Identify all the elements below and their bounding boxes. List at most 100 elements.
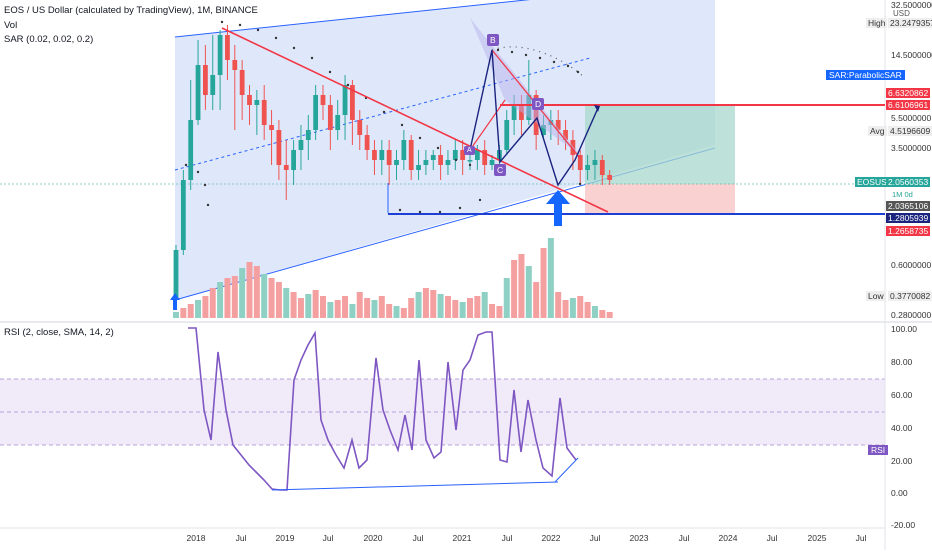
candle[interactable] <box>210 75 216 95</box>
sar-dot <box>382 110 386 114</box>
candle[interactable] <box>438 155 443 165</box>
target-zone[interactable] <box>585 106 735 184</box>
candle[interactable] <box>203 65 208 95</box>
candle[interactable] <box>350 85 355 120</box>
volume-bar <box>342 296 349 318</box>
sar-dot <box>328 70 332 74</box>
candle[interactable] <box>247 95 252 105</box>
volume-bar <box>430 290 437 318</box>
candle[interactable] <box>357 120 363 135</box>
candle[interactable] <box>327 105 333 130</box>
rsi-legend[interactable]: RSI (2, close, SMA, 14, 2) <box>4 327 114 338</box>
time-tick: Jul <box>589 533 601 543</box>
small-arrow-up-icon <box>170 293 180 310</box>
candle[interactable] <box>541 125 546 135</box>
candle[interactable] <box>225 35 230 60</box>
candle[interactable] <box>379 150 385 160</box>
stop-zone[interactable] <box>585 184 735 214</box>
candle[interactable] <box>401 140 407 160</box>
volume-bar <box>305 294 312 318</box>
candle[interactable] <box>217 35 223 75</box>
candle[interactable] <box>474 150 480 160</box>
rsi-divergence-line[interactable] <box>271 481 559 491</box>
harmonic-triangle[interactable] <box>470 18 580 155</box>
candle[interactable] <box>313 95 319 130</box>
candle[interactable] <box>467 160 473 162</box>
red-level-tag: 6.6320862 <box>886 88 931 98</box>
sar-dot <box>552 60 556 64</box>
candle[interactable] <box>555 120 561 130</box>
candle[interactable] <box>504 120 510 150</box>
candle[interactable] <box>283 165 289 170</box>
candle[interactable] <box>445 160 451 165</box>
candle[interactable] <box>320 95 326 105</box>
candle[interactable] <box>180 180 186 250</box>
candle[interactable] <box>585 165 590 170</box>
candle[interactable] <box>342 85 348 115</box>
candle[interactable] <box>386 150 392 165</box>
volume-bar <box>415 292 422 318</box>
candle[interactable] <box>577 155 583 170</box>
sar-legend[interactable]: SAR (0.02, 0.02, 0.2) <box>4 34 94 45</box>
candle[interactable] <box>408 140 414 170</box>
candle[interactable] <box>232 60 238 70</box>
rsi-tick: 40.00 <box>891 423 913 433</box>
volume-bar <box>334 300 341 318</box>
candle[interactable] <box>173 250 179 300</box>
volume-bar <box>422 288 429 318</box>
candle[interactable] <box>423 160 429 165</box>
candle[interactable] <box>607 175 613 180</box>
volume-bars <box>173 238 613 318</box>
sar-dot <box>538 56 542 60</box>
candle[interactable] <box>482 150 488 165</box>
candle[interactable] <box>291 150 296 170</box>
candle[interactable] <box>430 155 436 160</box>
rsi-tick: -20.00 <box>891 520 916 530</box>
candle[interactable] <box>335 115 341 130</box>
time-tick: 2021 <box>452 533 472 543</box>
candle[interactable] <box>599 160 605 175</box>
sar-dot <box>184 163 188 167</box>
volume-bar <box>261 274 268 318</box>
candle[interactable] <box>195 65 201 120</box>
volume-legend[interactable]: Vol <box>4 20 18 31</box>
volume-bar <box>569 298 576 318</box>
candle[interactable] <box>298 140 304 150</box>
parallel-channel[interactable] <box>175 0 715 300</box>
candle[interactable] <box>489 160 495 165</box>
candle[interactable] <box>254 100 260 105</box>
pattern-label-c: C <box>494 164 507 176</box>
candle[interactable] <box>239 70 245 95</box>
candle[interactable] <box>511 105 517 120</box>
volume-bar <box>599 310 606 318</box>
candle[interactable] <box>394 160 399 165</box>
time-tick: Jul <box>501 533 513 543</box>
sar-dot <box>478 198 482 202</box>
candle[interactable] <box>261 100 267 125</box>
candle[interactable] <box>364 135 370 150</box>
sar-dot <box>203 183 207 187</box>
candle[interactable] <box>188 120 194 180</box>
candle[interactable] <box>519 105 524 120</box>
sar-dot <box>418 136 422 140</box>
sar-dot <box>310 56 314 60</box>
candle[interactable] <box>269 125 274 130</box>
candle[interactable] <box>372 150 377 160</box>
candlesticks[interactable] <box>173 25 613 305</box>
candle[interactable] <box>416 165 421 170</box>
sar-dot <box>346 83 350 87</box>
candle[interactable] <box>276 130 282 165</box>
rsi-tick: 20.00 <box>891 456 913 466</box>
avg-value: 4.5196609 <box>888 126 932 136</box>
downtrend-line[interactable] <box>221 27 609 213</box>
candle[interactable] <box>305 130 311 140</box>
time-tick: Jul <box>322 533 334 543</box>
candle[interactable] <box>592 160 598 165</box>
candle[interactable] <box>452 150 458 160</box>
rsi-line <box>188 327 577 491</box>
candle[interactable] <box>460 150 466 160</box>
candle[interactable] <box>563 130 568 140</box>
volume-bar <box>231 276 238 318</box>
